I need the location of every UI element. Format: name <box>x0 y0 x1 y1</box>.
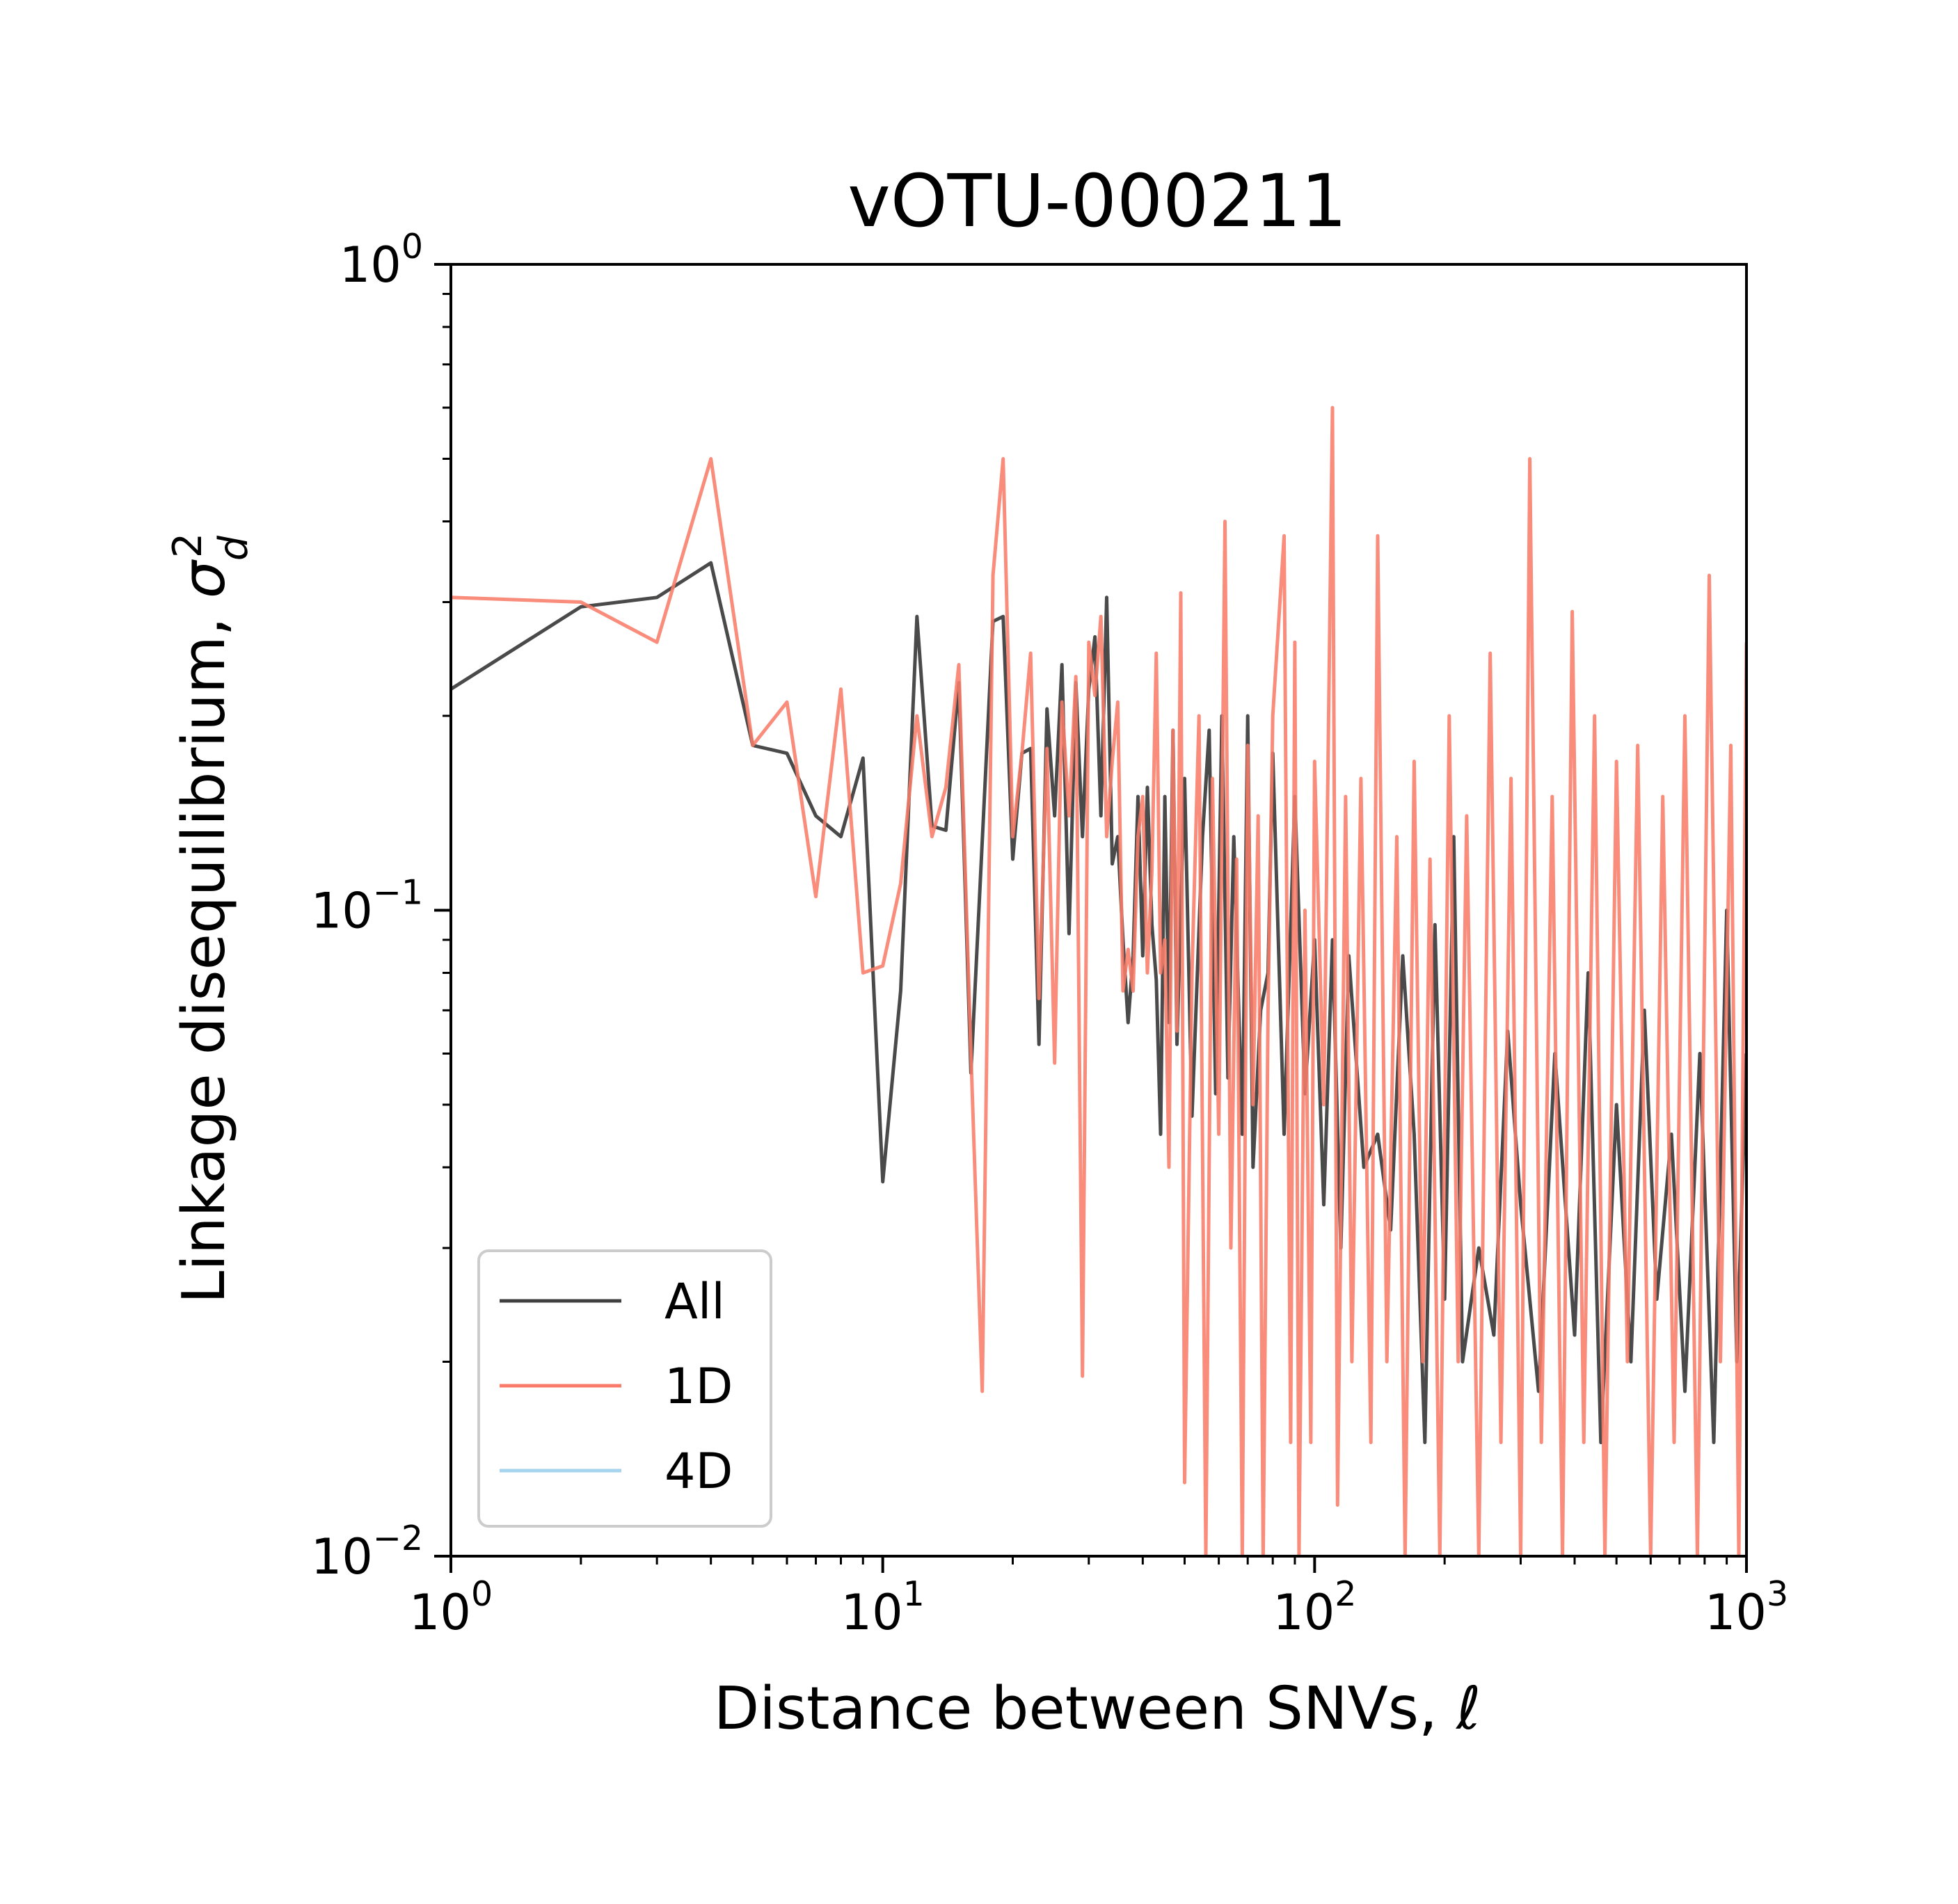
x-tick-label: 103 <box>1705 1574 1788 1641</box>
y-axis: 100 10−1 10−2 <box>311 227 451 1585</box>
legend-label-all: All <box>664 1273 725 1330</box>
legend-label-4d: 4D <box>664 1443 733 1500</box>
x-axis-label: Distance between SNVs, ℓ <box>714 1674 1481 1743</box>
legend-box <box>477 1249 772 1528</box>
x-tick-label: 102 <box>1273 1574 1356 1641</box>
legend: All 1D 4D <box>477 1249 772 1528</box>
x-axis: 100 101 102 103 <box>409 1556 1788 1641</box>
y-tick-label: 10−2 <box>311 1519 423 1585</box>
chart-title: vOTU-000211 <box>847 159 1347 243</box>
y-tick-label: 10−1 <box>311 873 423 940</box>
x-tick-label: 100 <box>409 1574 493 1641</box>
plot-area <box>451 406 1746 1556</box>
x-tick-label: 101 <box>841 1574 925 1641</box>
y-axis-label: Linkage disequilibrium, σd2 <box>165 533 257 1304</box>
series-line-1d <box>451 406 1746 1556</box>
y-tick-label: 100 <box>340 227 423 294</box>
legend-label-1d: 1D <box>664 1358 733 1415</box>
